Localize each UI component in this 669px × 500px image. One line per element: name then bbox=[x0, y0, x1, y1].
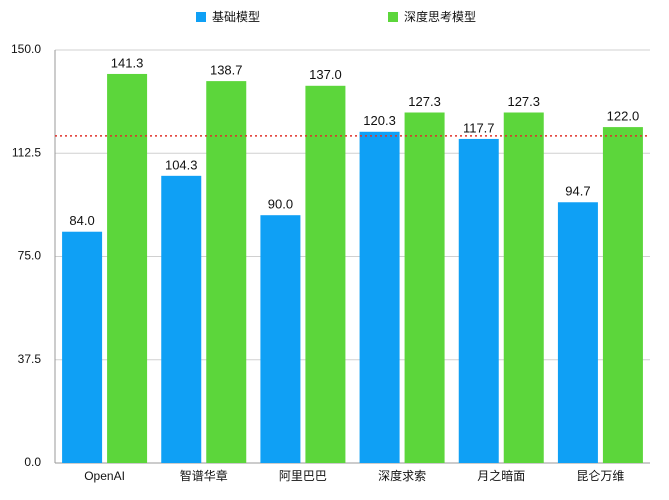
bar bbox=[458, 138, 499, 463]
legend-label: 基础模型 bbox=[212, 10, 260, 24]
value-label: 94.7 bbox=[565, 184, 590, 199]
value-label: 127.3 bbox=[507, 94, 540, 109]
bar bbox=[359, 131, 400, 464]
legend-swatch bbox=[196, 12, 206, 22]
bar bbox=[206, 81, 247, 463]
value-label: 117.7 bbox=[463, 120, 495, 135]
x-tick-label: 深度求索 bbox=[378, 468, 426, 483]
bar bbox=[107, 73, 148, 463]
value-label: 122.0 bbox=[607, 109, 640, 124]
value-label: 104.3 bbox=[165, 157, 198, 172]
bar bbox=[62, 231, 103, 463]
bar bbox=[260, 215, 301, 463]
value-label: 120.3 bbox=[363, 113, 396, 128]
value-label: 137.0 bbox=[309, 67, 342, 82]
bar bbox=[404, 112, 445, 463]
value-label: 90.0 bbox=[268, 197, 293, 212]
bar bbox=[503, 112, 544, 463]
x-tick-label: 月之暗面 bbox=[477, 468, 525, 483]
legend-swatch bbox=[388, 12, 398, 22]
y-tick-label: 75.0 bbox=[18, 249, 42, 263]
y-tick-label: 37.5 bbox=[18, 352, 42, 366]
y-tick-label: 150.0 bbox=[11, 42, 41, 56]
legend-label: 深度思考模型 bbox=[404, 9, 476, 24]
value-label: 127.3 bbox=[408, 94, 441, 109]
value-label: 84.0 bbox=[69, 213, 94, 228]
value-label: 138.7 bbox=[210, 63, 243, 78]
x-tick-label: 昆仑万维 bbox=[576, 469, 624, 483]
y-tick-label: 112.5 bbox=[12, 145, 41, 159]
bar bbox=[305, 85, 346, 463]
x-tick-label: 阿里巴巴 bbox=[279, 469, 327, 483]
x-tick-label: OpenAI bbox=[84, 469, 125, 483]
x-tick-label: 智谱华章 bbox=[180, 468, 228, 483]
bar bbox=[602, 127, 643, 464]
y-tick-label: 0.0 bbox=[24, 455, 41, 469]
bar bbox=[557, 202, 598, 463]
bar bbox=[161, 175, 202, 463]
value-label: 141.3 bbox=[111, 55, 144, 70]
